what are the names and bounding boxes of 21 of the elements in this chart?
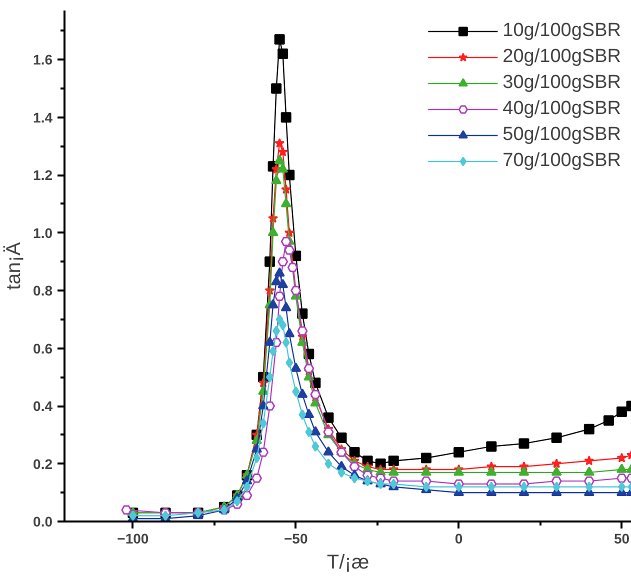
x-tick-label: 50 — [614, 530, 630, 546]
legend-label: 10g/100gSBR — [502, 20, 621, 42]
y-tick-label: 0.0 — [33, 514, 53, 530]
y-tick-label: 0.4 — [33, 398, 53, 414]
y-tick-label: 0.2 — [33, 456, 53, 472]
legend-label: 50g/100gSBR — [502, 124, 621, 146]
y-tick-label: 1.2 — [33, 167, 53, 184]
y-tick-label: 1.0 — [33, 224, 53, 241]
y-tick-label: 0.6 — [33, 340, 53, 356]
y-tick-label: 1.6 — [33, 52, 53, 68]
x-tick-label: −100 — [117, 530, 149, 546]
y-tick-label: 0.8 — [33, 282, 53, 299]
legend-label: 70g/100gSBR — [502, 150, 621, 172]
legend-label: 20g/100gSBR — [502, 46, 621, 68]
y-tick-label: 1.4 — [33, 109, 53, 126]
y-axis-title: tan¡Ä — [3, 241, 26, 290]
legend-label: 40g/100gSBR — [502, 98, 621, 120]
x-tick-label: 0 — [454, 530, 463, 546]
x-axis-title: T/¡æ — [326, 552, 370, 574]
x-tick-label: −50 — [284, 530, 308, 546]
legend-label: 30g/100gSBR — [502, 72, 621, 94]
